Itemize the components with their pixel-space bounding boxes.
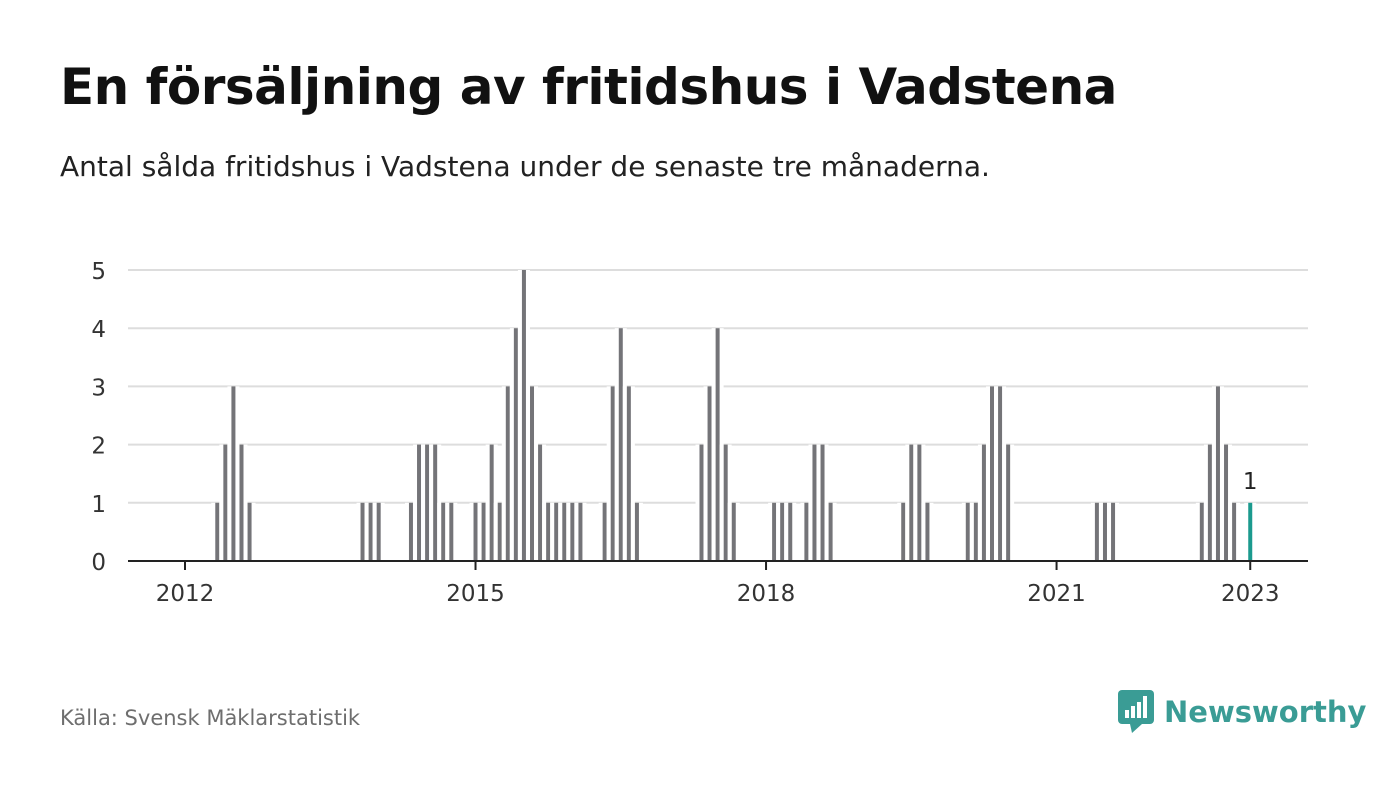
bar xyxy=(408,502,413,561)
bar xyxy=(481,502,486,561)
bar xyxy=(538,444,543,561)
bar xyxy=(707,386,712,561)
newsworthy-logo-icon xyxy=(1118,690,1154,733)
bar xyxy=(990,386,994,561)
bar xyxy=(497,502,502,561)
bar xyxy=(231,386,236,561)
x-tick-label: 2012 xyxy=(156,581,215,607)
y-tick-label: 4 xyxy=(91,317,106,343)
data-label: 1 xyxy=(1243,469,1258,495)
highlight-bar xyxy=(1248,502,1253,561)
bar xyxy=(699,444,704,561)
bar xyxy=(247,502,252,561)
brand-logo[interactable]: Newsworthy xyxy=(1118,690,1366,734)
bar xyxy=(812,444,817,561)
y-tick-label: 3 xyxy=(91,375,106,401)
bar xyxy=(610,386,615,561)
bar xyxy=(998,386,1003,561)
bar xyxy=(618,328,623,561)
bar xyxy=(731,502,736,561)
bar xyxy=(1006,444,1011,561)
bar xyxy=(828,502,833,561)
bar xyxy=(1232,502,1237,561)
bar xyxy=(901,502,906,561)
bar xyxy=(723,444,728,561)
bar xyxy=(1102,502,1107,561)
bar xyxy=(626,386,631,561)
bar xyxy=(489,444,494,561)
bar xyxy=(473,502,478,561)
brand-name: Newsworthy xyxy=(1164,695,1367,729)
bar xyxy=(804,502,809,561)
bar xyxy=(917,444,922,561)
bar xyxy=(965,502,970,561)
bar xyxy=(925,502,930,561)
bar xyxy=(546,502,551,561)
x-tick-label: 2023 xyxy=(1221,581,1280,607)
x-tick-label: 2021 xyxy=(1027,581,1086,607)
bar xyxy=(562,502,567,561)
bar xyxy=(530,386,535,561)
bar xyxy=(1207,444,1212,561)
y-tick-label: 2 xyxy=(91,434,106,460)
bar xyxy=(433,444,438,561)
bar xyxy=(602,502,607,561)
chart-subtitle: Antal sålda fritidshus i Vadstena under … xyxy=(60,150,990,183)
y-tick-label: 0 xyxy=(91,550,106,576)
bar xyxy=(772,502,777,561)
y-tick-label: 1 xyxy=(91,492,106,518)
bar xyxy=(634,502,639,561)
bar xyxy=(376,502,381,561)
bar xyxy=(981,444,986,561)
bar xyxy=(820,444,825,561)
bar xyxy=(780,502,785,561)
source-note: Källa: Svensk Mäklarstatistik xyxy=(60,706,361,730)
bar xyxy=(973,502,978,561)
bar xyxy=(417,444,422,561)
bar xyxy=(570,502,575,561)
bar xyxy=(441,502,446,561)
x-tick-label: 2018 xyxy=(737,581,796,607)
bar xyxy=(1215,386,1220,561)
bar xyxy=(360,502,365,561)
bar xyxy=(513,328,518,561)
bar xyxy=(1224,444,1229,561)
bar xyxy=(788,502,793,561)
bar xyxy=(1094,502,1099,561)
bar xyxy=(909,444,914,561)
bar xyxy=(223,444,228,561)
bar xyxy=(368,502,373,561)
bar xyxy=(554,502,559,561)
bar xyxy=(449,502,454,561)
bar xyxy=(1199,502,1204,561)
bar xyxy=(578,502,583,561)
x-tick-label: 2015 xyxy=(446,581,505,607)
bar xyxy=(715,328,720,561)
bar-chart: 0 1 2 3 4 5 1 2012 2015 2018 2021 2023 xyxy=(91,259,1308,607)
y-tick-label: 5 xyxy=(91,259,106,285)
bar xyxy=(425,444,430,561)
bar xyxy=(505,386,510,561)
bar xyxy=(239,444,244,561)
chart-title: En försäljning av fritidshus i Vadstena xyxy=(60,58,1117,116)
bar xyxy=(521,270,526,561)
bar xyxy=(215,502,220,561)
bar xyxy=(1111,502,1116,561)
